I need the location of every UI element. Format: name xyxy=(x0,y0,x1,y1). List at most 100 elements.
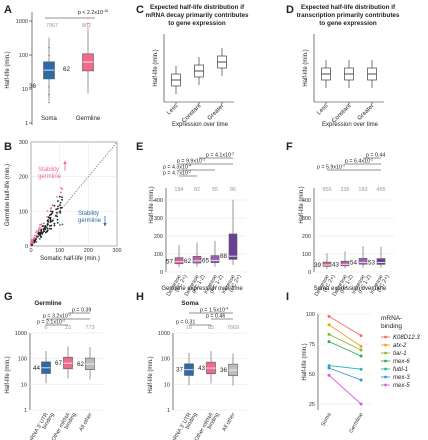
data-point xyxy=(33,236,36,239)
data-point xyxy=(44,228,47,231)
data-point xyxy=(53,204,56,207)
data-point xyxy=(57,205,59,208)
median-label: 36 xyxy=(29,83,37,90)
y-tick-label: 200 xyxy=(19,175,28,181)
data-point xyxy=(47,220,50,223)
data-point xyxy=(55,208,58,211)
data-point xyxy=(56,215,58,218)
data-point xyxy=(61,188,64,191)
panel-title: Expected half-life distribution if xyxy=(301,4,396,11)
box xyxy=(376,258,386,265)
data-point xyxy=(61,196,63,199)
median-label: 39 xyxy=(314,262,322,269)
x-tick-label: Less xyxy=(166,103,179,116)
x-tick-label: All other xyxy=(221,412,236,433)
series-line xyxy=(328,333,362,351)
box-group xyxy=(43,17,94,104)
p-value: p = 4.7x10-2 xyxy=(163,170,191,177)
median-label: 44 xyxy=(33,365,41,372)
y-tick-label: 25 xyxy=(309,402,315,408)
data-point xyxy=(46,222,49,225)
panel-c: C Expected half-life distribution if mRN… xyxy=(136,4,249,128)
outlier-point xyxy=(87,22,89,24)
box-group xyxy=(321,60,377,88)
x-tick-label: Soma xyxy=(41,116,57,122)
data-point xyxy=(56,221,59,224)
panel-letter: C xyxy=(136,4,144,16)
n-count: 86 xyxy=(230,187,236,193)
outlier-point xyxy=(48,93,50,96)
y-axis-label: Germline half-life (min.) xyxy=(5,164,11,226)
data-point xyxy=(30,244,33,246)
y-axis-label: Half-life (min.) xyxy=(299,186,305,223)
y-tick-label: 10 xyxy=(164,382,170,388)
data-point xyxy=(48,214,51,216)
data-point xyxy=(50,227,53,230)
data-point xyxy=(59,201,62,204)
data-point xyxy=(48,216,50,219)
y-tick-label: 400 xyxy=(154,198,163,204)
box-group xyxy=(171,48,227,94)
outlier-point xyxy=(87,37,89,39)
series-line xyxy=(328,374,362,405)
legend-label: mex-6 xyxy=(393,359,410,365)
legend: K08D12.3 atx-2 tiar-1 mex-6 fubl-1 mex-3 mex-5 xyxy=(381,335,420,389)
series-line xyxy=(328,341,362,357)
p-value: p = 9.9x10-3 xyxy=(177,158,205,165)
data-point xyxy=(50,213,53,216)
data-point xyxy=(38,238,41,240)
data-point xyxy=(359,334,363,338)
data-point xyxy=(46,227,49,230)
y-tick-label: 0 xyxy=(25,244,28,250)
box xyxy=(210,255,220,263)
legend-swatch xyxy=(384,343,387,347)
median-label: 54 xyxy=(350,259,358,266)
data-point xyxy=(59,206,62,209)
panel-title: Soma xyxy=(181,300,199,307)
data-point xyxy=(42,231,44,234)
y-tick-label: 100 xyxy=(306,312,315,318)
data-point xyxy=(31,242,34,244)
panel-letter: B xyxy=(4,141,12,153)
panel-e: E Half-life (min.) 400300200100057184Dec… xyxy=(136,141,246,297)
panel-h: H Soma Half-life (min.) 10001001013716mR… xyxy=(136,291,247,440)
x-tick-label: Greater xyxy=(357,103,376,122)
data-point xyxy=(61,223,64,226)
data-point xyxy=(46,229,49,232)
data-point xyxy=(59,204,61,206)
outlier-point xyxy=(87,27,89,29)
data-point xyxy=(60,191,62,194)
p-value: p = 2.1x10-2 xyxy=(37,319,65,326)
plot-area: 100 75 50 25 Soma Germline xyxy=(306,312,372,434)
x-tick-label: 100 xyxy=(55,248,64,254)
data-point xyxy=(50,224,53,227)
data-point xyxy=(359,367,363,371)
outlier-point xyxy=(48,54,50,57)
panel-letter: I xyxy=(286,291,289,303)
data-point xyxy=(56,218,59,221)
x-axis-label: Expression over time xyxy=(322,122,379,128)
y-tick-label: 300 xyxy=(154,216,163,222)
median-label: 65 xyxy=(202,257,210,264)
p-value: p = 5.9x10-2 xyxy=(317,164,345,171)
y-tick-label: 100 xyxy=(19,53,28,59)
annotation-stability-down: Stability xyxy=(78,211,99,217)
legend-label: mex-3 xyxy=(393,375,410,381)
y-tick-label: 0 xyxy=(308,270,311,276)
y-tick-label: 100 xyxy=(19,209,28,215)
y-tick-label: 300 xyxy=(19,140,28,146)
n-count: 336 xyxy=(340,187,349,193)
x-tick-label: All other xyxy=(78,412,93,433)
legend-label: fubl-1 xyxy=(393,367,408,373)
data-point xyxy=(327,373,331,377)
median-label: 57 xyxy=(166,259,174,266)
y-axis-label: Half-life (min.) xyxy=(5,51,11,88)
legend-title: binding xyxy=(381,323,402,330)
data-point xyxy=(327,340,331,344)
data-point xyxy=(41,225,44,227)
data-point xyxy=(42,222,45,225)
grid: 00 100 100 200 200 300 300 xyxy=(19,140,122,254)
y-tick-label: 1 xyxy=(167,408,170,414)
n-count: 6 xyxy=(44,325,47,331)
